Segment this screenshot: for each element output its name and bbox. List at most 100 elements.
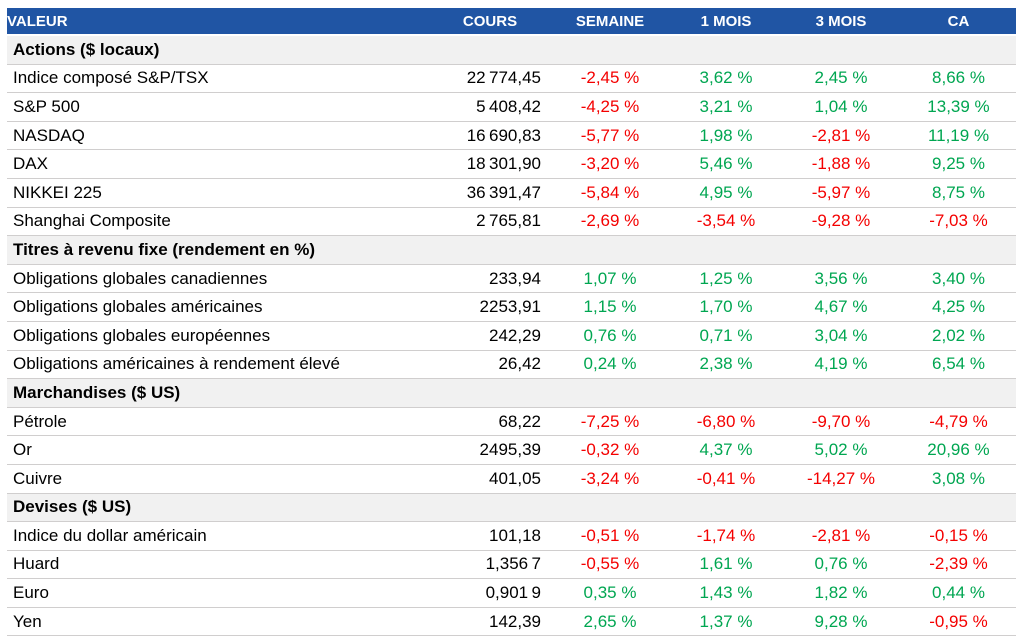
section-header-label: Marchandises ($ US) [7,378,1016,408]
instrument-name-cell: Or [7,435,431,465]
instrument-name-cell: Pétrole [7,407,431,437]
percent-change-cell: 11,19 % [901,121,1016,151]
column-header-valeur: VALEUR [7,8,431,36]
percent-change-cell: 2,38 % [671,350,781,380]
table-row: Indice du dollar américain 101,18 -0,51 % -… [7,521,1016,551]
percent-change-cell: 1,82 % [781,578,901,608]
table-row: Or 2495,39 -0,32 % 4,37 % 5,02 % 20,96 % [7,435,1016,465]
percent-change-cell: 3,62 % [671,64,781,94]
section-header-label: Titres à revenu fixe (rendement en %) [7,235,1016,265]
table-header-row: VALEUR COURS SEMAINE 1 MOIS 3 MOIS CA [7,8,1016,36]
percent-change-cell: 6,54 % [901,350,1016,380]
section-header-row: Titres à revenu fixe (rendement en %) [7,235,1016,265]
percent-change-cell: 3,08 % [901,464,1016,494]
percent-change-cell: -3,20 % [549,149,671,179]
column-header-3-mois: 3 MOIS [781,8,901,36]
percent-change-cell: 3,56 % [781,264,901,294]
percent-change-cell: 3,04 % [781,321,901,351]
table-row: Cuivre 401,05 -3,24 % -0,41 % -14,27 % 3,08 % [7,464,1016,494]
table-row: Obligations globales canadiennes 233,94 1,… [7,264,1016,294]
cours-value-cell: 2 765,81 [431,207,549,237]
percent-change-cell: 0,76 % [549,321,671,351]
cours-value-cell: 1,356 7 [431,550,549,580]
percent-change-cell: -3,54 % [671,207,781,237]
market-summary-table: VALEUR COURS SEMAINE 1 MOIS 3 MOIS CA Ac… [7,8,1016,637]
percent-change-cell: -5,97 % [781,178,901,208]
percent-change-cell: -5,77 % [549,121,671,151]
percent-change-cell: 4,67 % [781,292,901,322]
instrument-name-cell: NIKKEI 225 [7,178,431,208]
table-row: DAX 18 301,90 -3,20 % 5,46 % -1,88 % 9,25 % [7,149,1016,179]
percent-change-cell: 4,19 % [781,350,901,380]
percent-change-cell: 1,37 % [671,607,781,637]
cours-value-cell: 401,05 [431,464,549,494]
percent-change-cell: 3,21 % [671,92,781,122]
percent-change-cell: 1,43 % [671,578,781,608]
percent-change-cell: 8,75 % [901,178,1016,208]
percent-change-cell: -2,81 % [781,121,901,151]
instrument-name-cell: Shanghai Composite [7,207,431,237]
percent-change-cell: 9,28 % [781,607,901,637]
percent-change-cell: -4,25 % [549,92,671,122]
percent-change-cell: 1,98 % [671,121,781,151]
instrument-name-cell: Yen [7,607,431,637]
column-header-1-mois: 1 MOIS [671,8,781,36]
percent-change-cell: 4,95 % [671,178,781,208]
percent-change-cell: 1,07 % [549,264,671,294]
instrument-name-cell: Euro [7,578,431,608]
percent-change-cell: -6,80 % [671,407,781,437]
section-header-row: Marchandises ($ US) [7,378,1016,408]
percent-change-cell: 1,70 % [671,292,781,322]
cours-value-cell: 18 301,90 [431,149,549,179]
percent-change-cell: -0,15 % [901,521,1016,551]
table-row: NIKKEI 225 36 391,47 -5,84 % 4,95 % -5,97 % 8… [7,178,1016,208]
cours-value-cell: 36 391,47 [431,178,549,208]
percent-change-cell: 0,44 % [901,578,1016,608]
percent-change-cell: 0,76 % [781,550,901,580]
table-row: Obligations globales américaines 2253,91 1… [7,292,1016,322]
percent-change-cell: -0,95 % [901,607,1016,637]
percent-change-cell: 2,65 % [549,607,671,637]
percent-change-cell: 2,45 % [781,64,901,94]
table-row: Euro 0,901 9 0,35 % 1,43 % 1,82 % 0,44 % [7,578,1016,608]
cours-value-cell: 233,94 [431,264,549,294]
section-header-row: Actions ($ locaux) [7,35,1016,65]
instrument-name-cell: Indice du dollar américain [7,521,431,551]
percent-change-cell: 2,02 % [901,321,1016,351]
cours-value-cell: 101,18 [431,521,549,551]
percent-change-cell: -7,03 % [901,207,1016,237]
section-header-row: Devises ($ US) [7,493,1016,523]
table-row: Huard 1,356 7 -0,55 % 1,61 % 0,76 % -2,39 % [7,550,1016,580]
percent-change-cell: -2,39 % [901,550,1016,580]
percent-change-cell: -2,81 % [781,521,901,551]
percent-change-cell: 4,25 % [901,292,1016,322]
cours-value-cell: 26,42 [431,350,549,380]
table-row: NASDAQ 16 690,83 -5,77 % 1,98 % -2,81 % 11,19… [7,121,1016,151]
cours-value-cell: 242,29 [431,321,549,351]
instrument-name-cell: NASDAQ [7,121,431,151]
percent-change-cell: 0,35 % [549,578,671,608]
cours-value-cell: 22 774,45 [431,64,549,94]
instrument-name-cell: Indice composé S&P/TSX [7,64,431,94]
percent-change-cell: 1,25 % [671,264,781,294]
percent-change-cell: 13,39 % [901,92,1016,122]
percent-change-cell: 5,46 % [671,149,781,179]
percent-change-cell: 20,96 % [901,435,1016,465]
percent-change-cell: 4,37 % [671,435,781,465]
instrument-name-cell: Huard [7,550,431,580]
cours-value-cell: 16 690,83 [431,121,549,151]
instrument-name-cell: Obligations globales canadiennes [7,264,431,294]
percent-change-cell: 8,66 % [901,64,1016,94]
percent-change-cell: -1,88 % [781,149,901,179]
percent-change-cell: 1,04 % [781,92,901,122]
cours-value-cell: 2495,39 [431,435,549,465]
instrument-name-cell: Cuivre [7,464,431,494]
table-row: Indice composé S&P/TSX 22 774,45 -2,45 % 3,… [7,64,1016,94]
cours-value-cell: 68,22 [431,407,549,437]
cours-value-cell: 5 408,42 [431,92,549,122]
percent-change-cell: 0,24 % [549,350,671,380]
percent-change-cell: -2,45 % [549,64,671,94]
percent-change-cell: 5,02 % [781,435,901,465]
table-row: Obligations américaines à rendement élev… [7,350,1016,380]
percent-change-cell: 1,15 % [549,292,671,322]
